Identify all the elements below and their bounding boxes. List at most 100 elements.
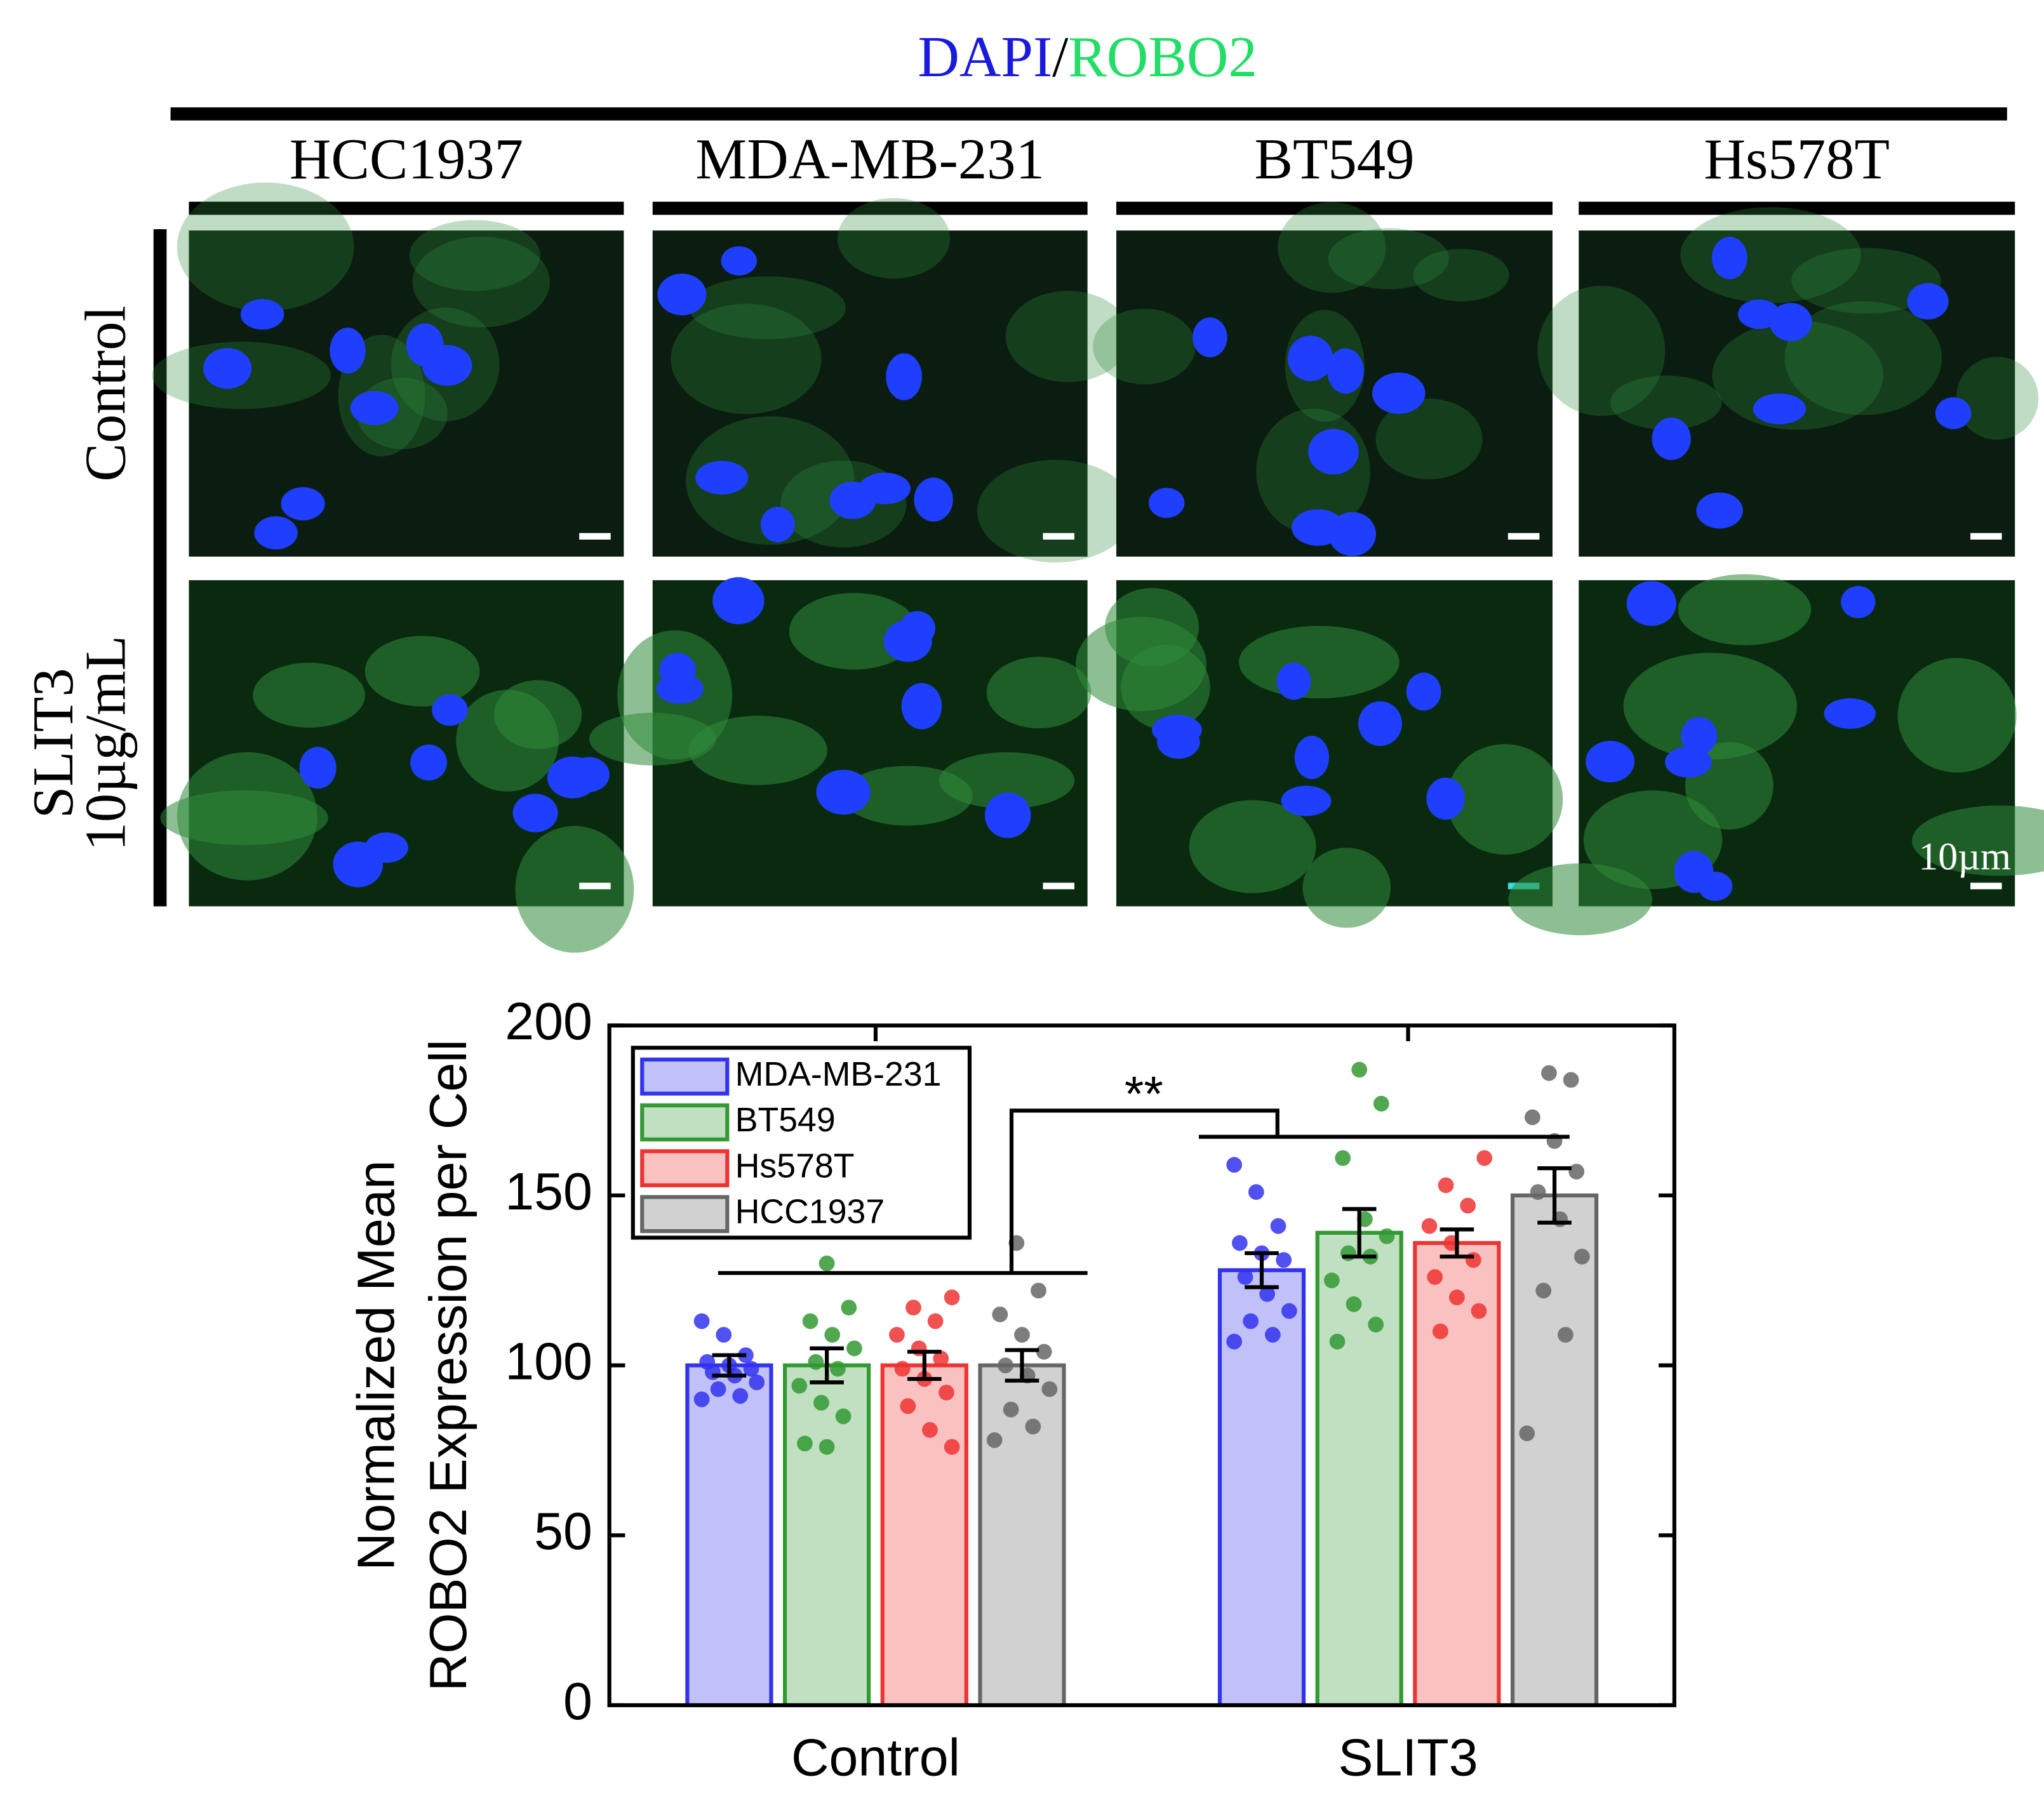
nucleus bbox=[240, 299, 284, 330]
plot-frame bbox=[607, 1023, 1676, 1708]
y-tick-label: 100 bbox=[505, 1332, 592, 1390]
nucleus bbox=[984, 792, 1031, 839]
nucleus bbox=[1287, 335, 1333, 382]
cell-body bbox=[837, 198, 951, 279]
cell-body bbox=[1328, 228, 1449, 289]
nucleus bbox=[1281, 785, 1332, 816]
significance-bracket bbox=[718, 1108, 1570, 1275]
bar bbox=[978, 1363, 1066, 1708]
data-point bbox=[1237, 1269, 1253, 1285]
data-point bbox=[1031, 1282, 1046, 1299]
cell-body bbox=[177, 752, 317, 881]
bar bbox=[1413, 1241, 1501, 1708]
nucleus bbox=[568, 757, 610, 792]
data-point bbox=[693, 1313, 710, 1329]
title-part: ROBO2 bbox=[1068, 25, 1257, 89]
data-point bbox=[1264, 1327, 1281, 1343]
data-point bbox=[1368, 1317, 1384, 1333]
nucleus bbox=[901, 682, 942, 729]
data-point bbox=[1226, 1157, 1243, 1173]
legend-label: BT549 bbox=[735, 1101, 836, 1139]
data-point bbox=[933, 1350, 949, 1367]
data-point bbox=[802, 1313, 818, 1329]
data-point bbox=[818, 1439, 835, 1455]
nucleus bbox=[422, 345, 472, 386]
data-point bbox=[1471, 1303, 1487, 1319]
cell-body bbox=[1956, 357, 2039, 440]
cell-body bbox=[977, 460, 1135, 562]
data-point bbox=[841, 1300, 857, 1315]
data-point bbox=[1276, 1252, 1292, 1268]
cell-body bbox=[1278, 202, 1386, 293]
data-point bbox=[1438, 1177, 1454, 1194]
data-point bbox=[992, 1306, 1008, 1322]
cell-body bbox=[364, 635, 480, 707]
data-point bbox=[808, 1354, 824, 1370]
data-point bbox=[732, 1388, 749, 1404]
cell-body bbox=[177, 182, 354, 312]
nucleus bbox=[1626, 581, 1676, 626]
title-part: / bbox=[1052, 25, 1069, 89]
data-point bbox=[1476, 1150, 1493, 1166]
bar bbox=[1510, 1193, 1599, 1708]
nucleus bbox=[695, 460, 749, 495]
cell-body bbox=[1093, 309, 1196, 385]
y-tick-label: 150 bbox=[505, 1162, 592, 1221]
data-point bbox=[905, 1300, 921, 1315]
cell-body bbox=[1121, 644, 1210, 730]
legend-swatch bbox=[640, 1195, 730, 1234]
data-point bbox=[944, 1439, 960, 1455]
cell-body bbox=[1791, 248, 1941, 314]
nucleus bbox=[299, 747, 337, 789]
cell-body bbox=[1897, 658, 2017, 773]
nucleus bbox=[914, 477, 953, 522]
data-point bbox=[939, 1385, 954, 1401]
cell-body bbox=[1712, 321, 1883, 430]
data-point bbox=[1346, 1296, 1362, 1312]
column-label: MDA-MB-231 bbox=[695, 127, 1045, 191]
scale-bar bbox=[1043, 882, 1075, 889]
data-point bbox=[1535, 1282, 1552, 1299]
nucleus bbox=[1406, 672, 1441, 711]
data-point bbox=[1433, 1323, 1448, 1340]
data-point bbox=[1421, 1218, 1438, 1234]
cell-body bbox=[686, 416, 855, 545]
scale-bar bbox=[1970, 882, 2002, 889]
bar bbox=[685, 1363, 773, 1708]
scale-bar bbox=[1970, 533, 2002, 540]
data-point bbox=[1427, 1269, 1443, 1285]
row-label: SLIT3 bbox=[21, 668, 85, 818]
data-point bbox=[1340, 1245, 1356, 1261]
cell-body bbox=[671, 303, 822, 415]
data-point bbox=[716, 1327, 732, 1343]
data-point bbox=[889, 1327, 905, 1343]
nucleus bbox=[1327, 348, 1364, 394]
cell-body bbox=[1375, 398, 1483, 479]
data-point bbox=[1248, 1184, 1264, 1200]
data-point bbox=[1226, 1333, 1243, 1350]
data-point bbox=[986, 1432, 1003, 1448]
nucleus bbox=[1308, 429, 1359, 475]
nucleus bbox=[330, 328, 366, 374]
nucleus bbox=[1769, 303, 1812, 342]
cell-body bbox=[589, 712, 716, 766]
scale-bar-label: 10µm bbox=[1918, 835, 2011, 879]
data-point bbox=[1329, 1333, 1346, 1350]
data-point bbox=[1036, 1343, 1052, 1360]
data-point bbox=[830, 1361, 846, 1377]
data-point bbox=[797, 1435, 813, 1452]
bar bbox=[783, 1363, 871, 1708]
nucleus bbox=[364, 832, 408, 863]
nucleus bbox=[883, 620, 932, 662]
cell-body bbox=[494, 680, 582, 749]
data-point bbox=[1231, 1235, 1248, 1251]
cell-body bbox=[1302, 848, 1391, 928]
cell-body bbox=[1005, 291, 1131, 382]
cell-body bbox=[412, 236, 550, 328]
nucleus bbox=[659, 653, 696, 688]
nucleus bbox=[1698, 871, 1733, 902]
row-label: Control bbox=[74, 305, 138, 481]
nucleus bbox=[1841, 585, 1876, 618]
nucleus bbox=[1152, 715, 1202, 745]
